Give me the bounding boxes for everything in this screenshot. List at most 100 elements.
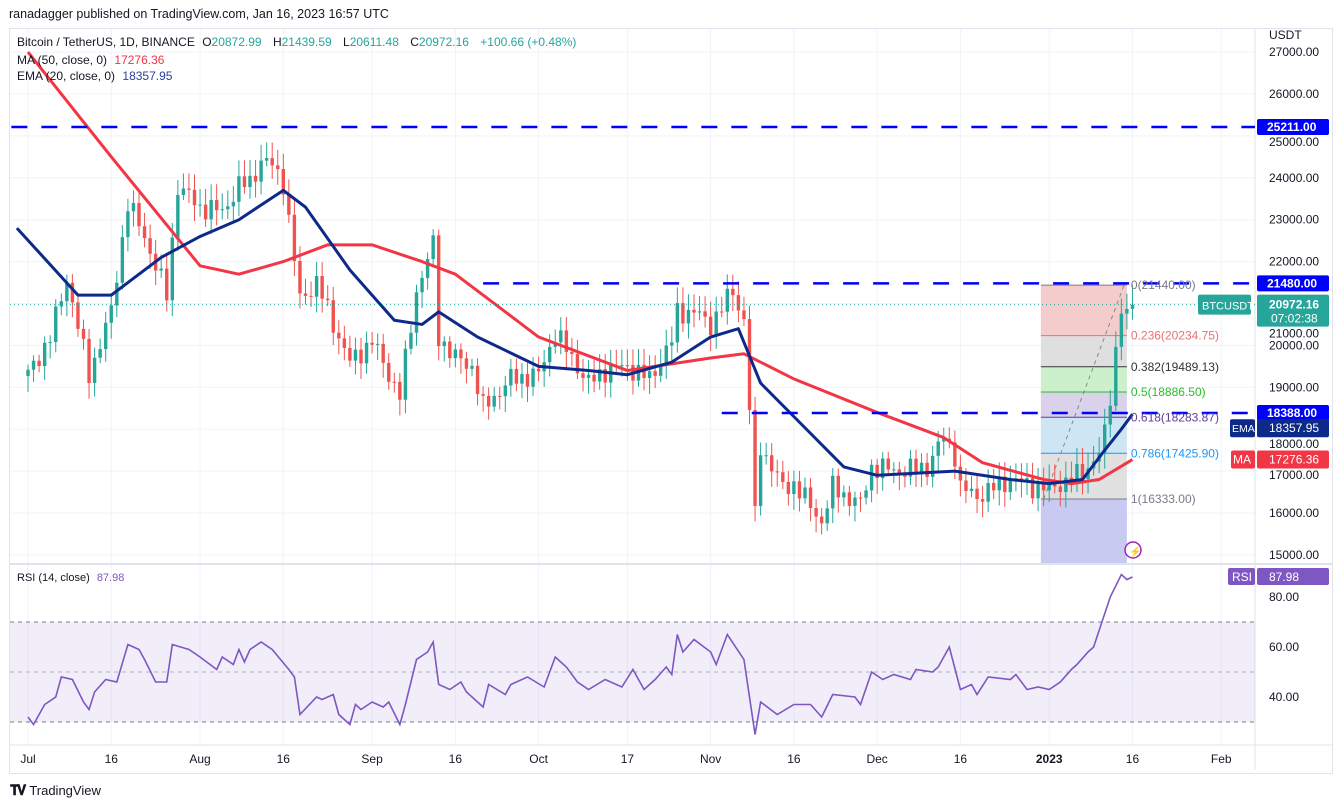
candle-body (897, 469, 902, 475)
candle-body (337, 332, 341, 339)
candle-body (536, 368, 541, 372)
candle-body (403, 348, 408, 400)
candle-body (92, 357, 97, 384)
candle-body (87, 338, 91, 384)
rsi-value: 87.98 (96, 572, 125, 584)
candle-body (203, 204, 208, 220)
candle-body (264, 158, 269, 161)
rsi-tick-label: 60.00 (1269, 640, 1299, 654)
candle-body (159, 268, 163, 271)
candle-body (570, 351, 574, 354)
candle-body (342, 338, 347, 348)
low-label: L (343, 35, 350, 49)
open-value: 20872.99 (211, 35, 262, 49)
candle-body (708, 316, 713, 336)
currency-label: USDT (1269, 28, 1302, 42)
ma50-line (26, 51, 1134, 486)
candle-body (314, 276, 319, 297)
candle-body (65, 282, 69, 302)
candle-body (836, 475, 840, 498)
candle-body (892, 469, 896, 471)
time-tick-label: 16 (449, 752, 463, 766)
candle-body (936, 441, 940, 456)
lightning-alert-icon[interactable] (1124, 541, 1142, 559)
candle-body (420, 277, 424, 293)
candle-body (825, 508, 829, 524)
candle-body (781, 472, 785, 482)
tradingview-footer[interactable]: 𝐓𝐕 TradingView (10, 782, 101, 799)
candle-body (270, 158, 274, 166)
candle-body (764, 455, 768, 457)
price-tick-label: 27000.00 (1269, 45, 1319, 59)
lightning-glyph: ⚡ (1129, 545, 1141, 558)
price-tick-label: 24000.00 (1269, 171, 1319, 185)
fib-label-0.618: 0.618(18283.87) (1131, 410, 1219, 424)
candle-body (259, 160, 263, 182)
ema-legend[interactable]: EMA (20, close, 0) 18357.95 (17, 69, 176, 83)
candle-body (819, 516, 824, 524)
ma-tag-value: 17276.36 (1269, 453, 1319, 467)
candle-body (309, 295, 313, 297)
price-tick-label: 18000.00 (1269, 437, 1319, 451)
candle-body (847, 492, 852, 506)
candle-body (1114, 346, 1118, 406)
candle-body (31, 360, 36, 370)
ma-value: 17276.36 (114, 53, 165, 67)
candle-body (925, 462, 929, 477)
candle-body (242, 176, 247, 188)
candle-body (209, 200, 213, 220)
candle-body (353, 349, 358, 361)
chart-frame (9, 28, 1333, 774)
candle-body (192, 189, 197, 206)
price-tick-label: 17000.00 (1269, 468, 1319, 482)
candle-body (104, 322, 108, 350)
candle-body (1008, 480, 1013, 493)
candle-body (675, 303, 680, 343)
ma-legend[interactable]: MA (50, close, 0) 17276.36 (17, 53, 168, 67)
rsi-line (27, 573, 1133, 735)
symbol-name[interactable]: Bitcoin / TetherUS, 1D, BINANCE (17, 35, 195, 49)
ema20-line (15, 188, 1134, 486)
tradingview-brand: TradingView (29, 783, 101, 798)
fib-zone-1 (1040, 499, 1127, 563)
close-label: C (410, 35, 419, 49)
candle-body (381, 343, 385, 363)
candle-body (503, 385, 507, 397)
price-tick-label: 26000.00 (1269, 87, 1319, 101)
ma-tag-name: MA (1233, 453, 1251, 467)
time-tick-label: Feb (1211, 752, 1232, 766)
symbol-legend: Bitcoin / TetherUS, 1D, BINANCE O20872.9… (17, 35, 580, 49)
candle-body (975, 488, 979, 500)
time-tick-label: 2023 (1036, 752, 1063, 766)
candle-body (459, 349, 463, 359)
candle-body (858, 497, 863, 499)
candle-body (470, 365, 474, 369)
candle-body (969, 488, 974, 491)
rsi-tag-value: 87.98 (1269, 570, 1299, 584)
candle-body (176, 195, 180, 238)
fib-label-0.236: 0.236(20234.75) (1131, 329, 1219, 343)
candle-body (509, 368, 513, 386)
candle-body (475, 365, 480, 395)
candle-body (664, 345, 668, 365)
ma-tag-value-box (1257, 450, 1329, 469)
candle-body (775, 471, 779, 473)
price-tick-label: 15000.00 (1269, 548, 1319, 562)
candle-body (903, 474, 907, 477)
level-tag (1257, 119, 1329, 136)
candle-body (226, 206, 230, 210)
rsi-legend[interactable]: RSI (14, close) 87.98 (17, 572, 128, 584)
candle-body (398, 381, 402, 400)
candle-body (881, 458, 885, 479)
time-tick-label: 16 (105, 752, 119, 766)
candle-body (1103, 424, 1107, 453)
candle-body (986, 482, 990, 502)
candle-body (697, 311, 702, 313)
candle-body (70, 282, 75, 303)
fib-zone-0.618 (1040, 417, 1127, 454)
time-tick-label: Nov (700, 752, 721, 766)
candle-body (437, 235, 441, 347)
price-tick-label: 19000.00 (1269, 380, 1319, 394)
ema-tag-name: EMA (1232, 423, 1255, 435)
